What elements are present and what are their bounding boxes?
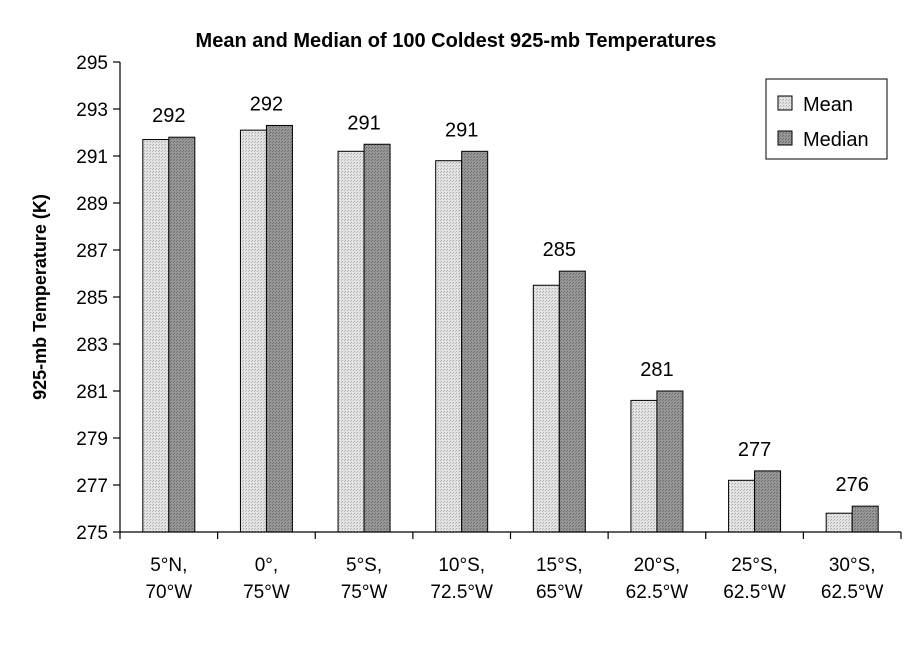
bar-mean-7 xyxy=(825,512,853,533)
x-tick-label-1-1: 75°W xyxy=(243,582,290,603)
x-tick-label-2-0: 5°S, xyxy=(346,555,382,576)
x-tick-label-6-0: 25°S, xyxy=(731,555,778,576)
x-tick-label-1-0: 0°, xyxy=(255,555,278,576)
x-tick-label-2-1: 75°W xyxy=(341,582,388,603)
y-tick-label-10: 295 xyxy=(76,53,108,74)
y-tick-label-6: 287 xyxy=(76,241,108,262)
bar-mean-4 xyxy=(532,284,560,533)
data-label-7: 276 xyxy=(836,474,869,496)
axes xyxy=(113,61,902,539)
data-label-2: 291 xyxy=(347,112,380,134)
chart-title: Mean and Median of 100 Coldest 925-mb Te… xyxy=(196,30,717,52)
bar-mean-1 xyxy=(239,129,267,533)
y-tick-label-0: 275 xyxy=(76,523,108,544)
bar-mean-3 xyxy=(435,160,463,533)
data-label-4: 285 xyxy=(543,239,576,261)
x-tick-label-5-0: 20°S, xyxy=(634,555,681,576)
bar-mean-0 xyxy=(142,139,170,533)
legend-label-mean: Mean xyxy=(803,94,853,116)
data-label-5: 281 xyxy=(640,359,673,381)
x-tick-label-5-1: 62.5°W xyxy=(626,582,689,603)
y-tick-label-8: 291 xyxy=(76,147,108,168)
x-tick-label-7-0: 30°S, xyxy=(829,555,876,576)
legend-label-median: Median xyxy=(803,129,869,151)
y-tick-label-9: 293 xyxy=(76,100,108,121)
x-tick-label-3-0: 10°S, xyxy=(438,555,485,576)
y-tick-label-7: 289 xyxy=(76,194,108,215)
data-label-3: 291 xyxy=(445,119,478,141)
bar-median-5 xyxy=(656,390,684,533)
legend: Mean Median xyxy=(765,78,888,160)
bar-median-2 xyxy=(363,143,391,533)
bar-mean-2 xyxy=(337,150,365,533)
y-tick-label-3: 281 xyxy=(76,382,108,403)
y-tick-label-1: 277 xyxy=(76,476,108,497)
data-label-6: 277 xyxy=(738,439,771,461)
legend-swatch-mean xyxy=(777,95,793,111)
bar-median-4 xyxy=(558,270,586,533)
y-tick-label-2: 279 xyxy=(76,429,108,450)
bar-median-6 xyxy=(754,470,782,533)
x-tick-label-3-1: 72.5°W xyxy=(430,582,493,603)
plot-area xyxy=(142,124,879,533)
bar-median-7 xyxy=(851,505,879,533)
bar-mean-5 xyxy=(630,399,658,533)
x-tick-label-7-1: 62.5°W xyxy=(821,582,884,603)
x-tick-label-0-0: 5°N, xyxy=(150,555,187,576)
y-tick-label-5: 285 xyxy=(76,288,108,309)
bar-median-3 xyxy=(461,150,489,533)
data-label-1: 292 xyxy=(250,93,283,115)
legend-swatch-median xyxy=(777,130,793,146)
x-tick-label-0-1: 70°W xyxy=(145,582,192,603)
x-tick-label-4-1: 65°W xyxy=(536,582,583,603)
y-tick-label-4: 283 xyxy=(76,335,108,356)
labels: 292 5°N, 70°W 292 0°, 75°W 291 5°S, 75°W 291 10°S,… xyxy=(76,53,883,603)
bar-median-0 xyxy=(168,136,196,533)
x-tick-label-6-1: 62.5°W xyxy=(723,582,786,603)
y-axis-label: 925-mb Temperature (K) xyxy=(30,194,50,400)
data-label-0: 292 xyxy=(152,105,185,127)
legend-box xyxy=(765,78,888,160)
bar-median-1 xyxy=(265,124,293,533)
bar-mean-6 xyxy=(728,479,756,533)
x-tick-label-4-0: 15°S, xyxy=(536,555,583,576)
